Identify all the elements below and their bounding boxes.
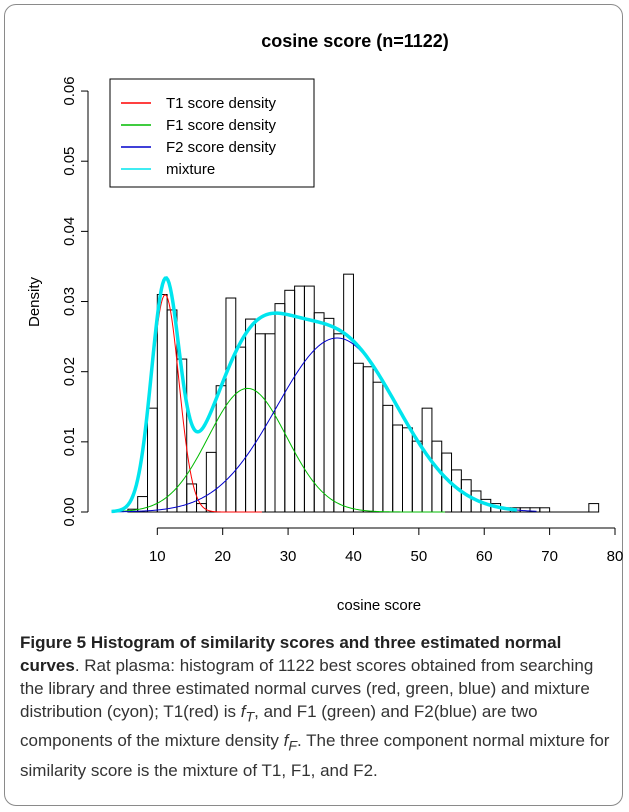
histogram-bar	[225, 297, 237, 513]
density-curve-2	[111, 387, 445, 513]
y-tick-label: 0.06	[61, 76, 78, 105]
axes: 10 20 30 40 50 60 70 80 0.00 0.01 0.02 0.03 0.04 0.05…	[61, 76, 623, 565]
histogram-bar	[333, 333, 345, 513]
histogram-chart: cosine score (n=1122) 10 20 30 40 50 60 70 80 0.…	[26, 31, 623, 614]
y-tick-label: 0.01	[61, 427, 78, 456]
caption-bold-title: Histogram of similarity scores and three…	[20, 633, 562, 675]
y-axis-label: Density	[26, 276, 43, 327]
histogram-bar	[254, 333, 266, 513]
histogram-bar	[156, 294, 168, 513]
legend-entry: mixture	[166, 161, 215, 178]
histogram-bar	[402, 427, 413, 513]
x-axis-label: cosine score	[337, 597, 421, 614]
histogram-bar	[215, 385, 227, 513]
caption-text-3: . The three component normal mixture for…	[20, 731, 610, 780]
histogram-bar	[166, 309, 178, 513]
y-tick-label: 0.03	[61, 287, 78, 316]
histogram-bar	[539, 507, 551, 513]
y-tick-label: 0.00	[61, 497, 78, 526]
histogram-bar	[372, 381, 384, 513]
histogram-bar	[323, 317, 335, 513]
histogram-bar	[245, 318, 256, 513]
histogram-bar	[284, 289, 296, 513]
caption-text-1: . Rat plasma: histogram of 1122 best sco…	[20, 656, 594, 721]
caption-text-2: , and F1 (green) and F2(blue) are two co…	[20, 702, 538, 751]
caption-label: Figure 5	[20, 633, 87, 652]
legend: T1 score density F1 score density F2 score…	[109, 78, 315, 188]
histogram-bar	[431, 440, 443, 513]
histogram-bar	[343, 273, 354, 513]
histogram-bar	[147, 407, 158, 513]
x-tick-label: 30	[280, 548, 297, 565]
y-tick-label: 0.02	[61, 357, 78, 386]
x-tick-label: 50	[411, 548, 428, 565]
x-tick-label: 10	[149, 548, 166, 565]
chart-title: cosine score (n=1122)	[261, 31, 449, 51]
histogram-bar	[411, 440, 423, 513]
legend-entry: T1 score density	[166, 95, 277, 112]
x-tick-label: 70	[541, 548, 558, 565]
histogram-bar	[588, 503, 600, 513]
x-tick-label: 20	[214, 548, 231, 565]
histogram-bar	[362, 366, 374, 513]
x-tick-label: 60	[476, 548, 493, 565]
histogram-bars	[127, 273, 600, 513]
y-tick-label: 0.05	[61, 147, 78, 176]
f-t-symbol: fT	[240, 702, 255, 726]
histogram-bar	[205, 451, 217, 513]
histogram-bar	[392, 424, 404, 513]
legend-entry: F2 score density	[166, 139, 277, 156]
histogram-bar	[352, 362, 364, 513]
x-tick-label: 40	[345, 548, 362, 565]
x-tick-label: 80	[607, 548, 624, 565]
histogram-bar	[382, 404, 394, 513]
legend-entry: F1 score density	[166, 117, 277, 134]
density-curves	[111, 276, 537, 514]
histogram-bar	[264, 333, 276, 513]
histogram-bar	[235, 346, 247, 513]
y-tick-label: 0.04	[61, 217, 78, 246]
f-f-symbol: fF	[283, 731, 298, 755]
mixture-curve	[111, 276, 518, 514]
histogram-bar	[186, 483, 198, 513]
figure-caption: Figure 5 Histogram of similarity scores …	[20, 631, 610, 782]
